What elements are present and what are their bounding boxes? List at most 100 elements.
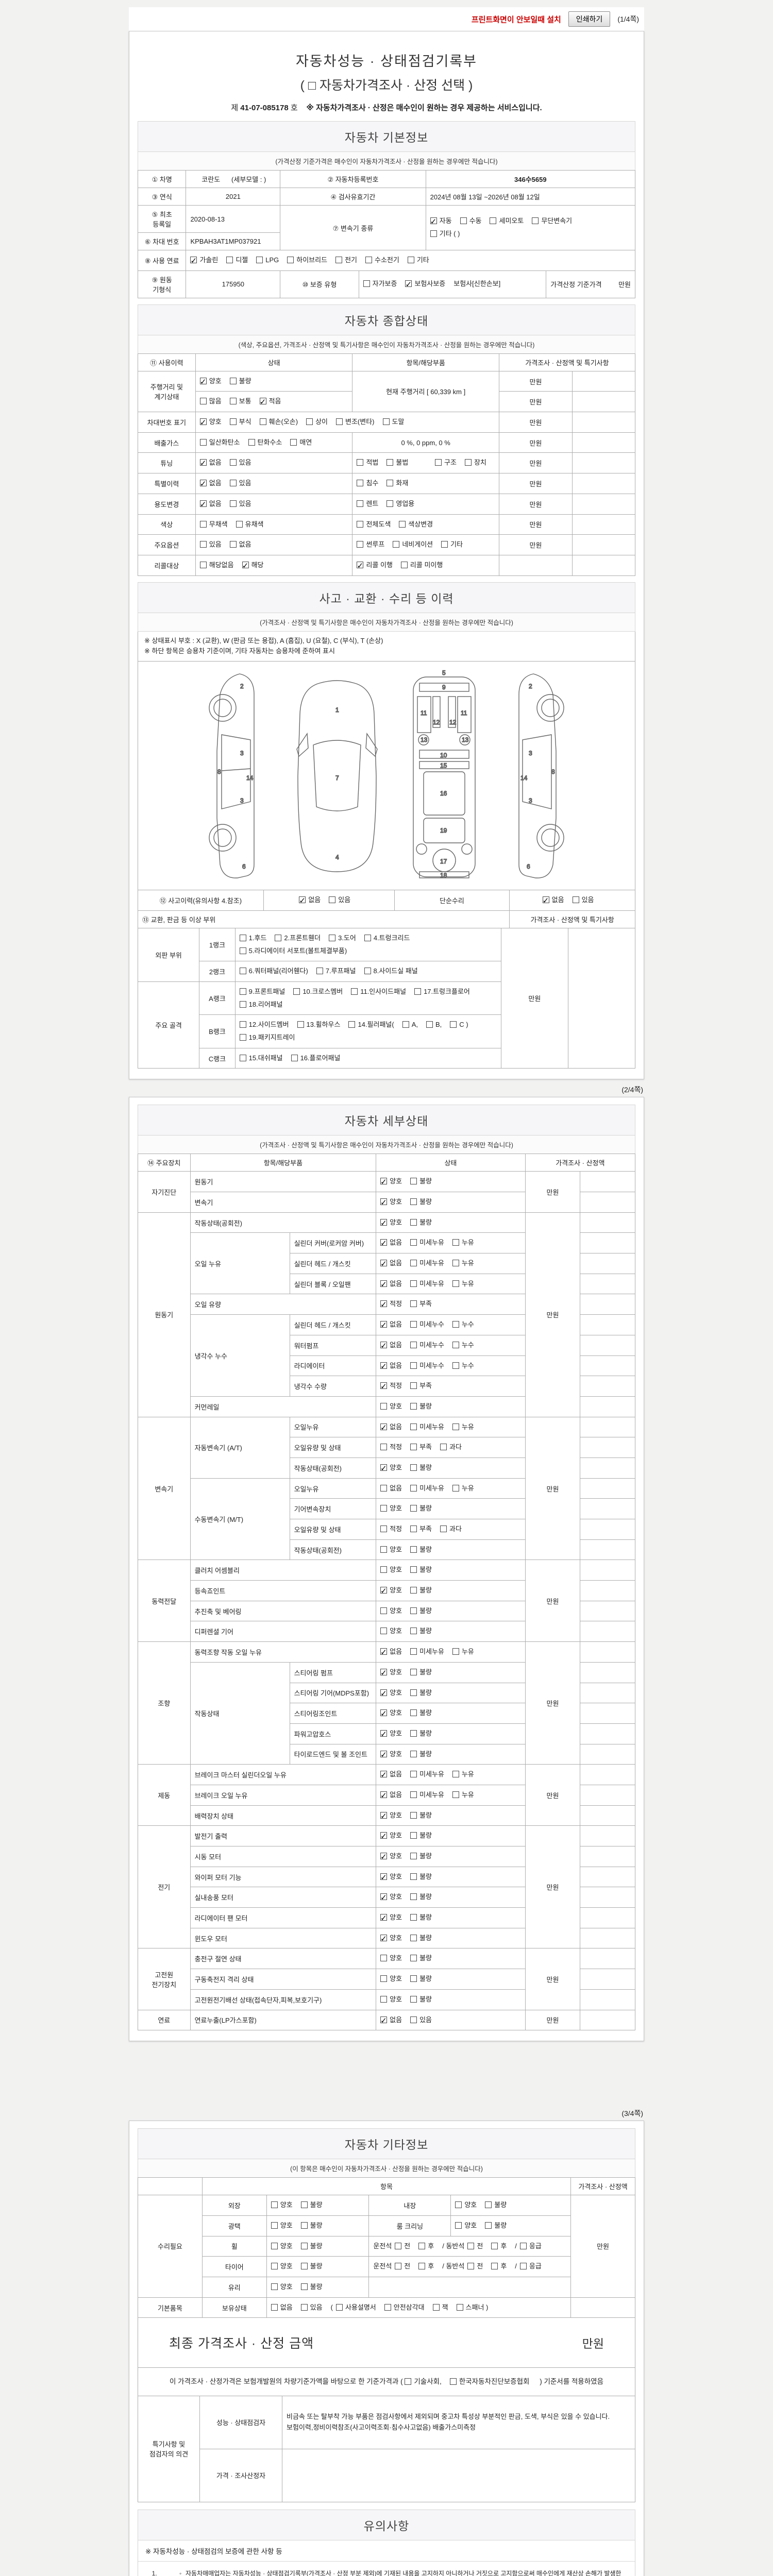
unchecked-checkbox-icon[interactable] [226,257,233,263]
checkbox-option[interactable]: 미세누유 [410,1278,444,1291]
checkbox-option[interactable]: 전기 [335,254,357,267]
unchecked-checkbox-icon[interactable] [519,2263,527,2270]
unchecked-checkbox-icon[interactable] [229,398,237,405]
checkbox-option[interactable]: 양호 [199,375,222,389]
checkbox-option[interactable]: 불량 [410,1687,432,1700]
checkbox-option[interactable]: 불량 [410,1175,432,1188]
unchecked-checkbox-icon[interactable] [364,934,371,941]
unchecked-checkbox-icon[interactable] [363,280,370,287]
unchecked-checkbox-icon[interactable] [410,1402,417,1410]
unchecked-checkbox-icon[interactable] [491,2242,498,2249]
checkbox-option[interactable]: 해당 [242,559,264,573]
checkbox-option[interactable]: 불량 [410,1564,432,1577]
checkbox-option[interactable]: 네비게이션 [393,538,433,551]
checked-checkbox-icon[interactable] [380,1850,388,1865]
checkbox-option[interactable]: 양호 [380,1850,402,1865]
checkbox-option[interactable]: 양호 [380,1973,402,1986]
checkbox-option[interactable]: 있음 [199,538,222,551]
unchecked-checkbox-icon[interactable] [405,2378,412,2385]
checkbox-option[interactable]: 불량 [410,1727,432,1740]
checkbox-option[interactable]: 디젤 [226,254,248,267]
checkbox-option[interactable]: 양호 [271,2219,293,2232]
checkbox-option[interactable]: 불량 [410,1829,432,1842]
checkbox-option[interactable]: 불량 [410,1605,432,1618]
checkbox-option[interactable]: 불량 [410,1973,432,1986]
unchecked-checkbox-icon[interactable] [271,2222,278,2229]
unchecked-checkbox-icon[interactable] [410,1341,417,1348]
checkbox-option[interactable]: 있음 [229,498,251,511]
checkbox-option[interactable]: 19.패키지트레이 [239,1031,295,1044]
checkbox-option[interactable]: C ) [450,1019,468,1031]
checkbox-option[interactable]: 불량 [410,1911,432,1924]
checkbox-option[interactable]: 부족 [410,1523,432,1536]
unchecked-checkbox-icon[interactable] [410,1832,417,1839]
checkbox-option[interactable]: 전 [395,2240,410,2253]
unchecked-checkbox-icon[interactable] [291,1054,298,1061]
checkbox-option[interactable]: 가솔린 [190,254,218,269]
checkbox-option[interactable]: B, [426,1019,442,1031]
unchecked-checkbox-icon[interactable] [239,947,246,954]
unchecked-checkbox-icon[interactable] [467,2263,475,2270]
checkbox-option[interactable]: 미세누유 [410,1646,444,1658]
unchecked-checkbox-icon[interactable] [402,1021,409,1028]
checkbox-option[interactable]: 미세누유 [410,1236,444,1249]
checked-checkbox-icon[interactable] [380,1278,388,1292]
unchecked-checkbox-icon[interactable] [440,1444,447,1451]
checkbox-option[interactable]: 없음 [199,498,222,512]
checked-checkbox-icon[interactable] [380,1666,388,1681]
checkbox-option[interactable]: 구조 [435,456,457,469]
unchecked-checkbox-icon[interactable] [410,1791,417,1798]
unchecked-checkbox-icon[interactable] [410,1730,417,1737]
checkbox-option[interactable]: 없음 [380,1646,402,1660]
checkbox-option[interactable]: 적법 [357,456,378,469]
unchecked-checkbox-icon[interactable] [229,480,237,487]
checkbox-option[interactable]: 전체도색 [357,518,391,531]
checkbox-option[interactable]: 있음 [229,477,251,490]
unchecked-checkbox-icon[interactable] [410,1444,417,1451]
unchecked-checkbox-icon[interactable] [357,500,364,507]
checked-checkbox-icon[interactable] [259,395,266,410]
checkbox-option[interactable]: 14.필러패널( [348,1019,394,1031]
unchecked-checkbox-icon[interactable] [452,1648,459,1655]
checkbox-option[interactable]: 불량 [485,2219,507,2232]
unchecked-checkbox-icon[interactable] [239,1001,246,1008]
checkbox-option[interactable]: 불량 [410,1666,432,1679]
checkbox-option[interactable]: 양호 [271,2240,293,2253]
checkbox-option[interactable]: A, [402,1019,418,1031]
unchecked-checkbox-icon[interactable] [410,1873,417,1880]
checked-checkbox-icon[interactable] [380,1748,388,1762]
unchecked-checkbox-icon[interactable] [467,2242,475,2249]
checkbox-option[interactable]: 불량 [410,1584,432,1597]
checked-checkbox-icon[interactable] [380,1768,388,1783]
unchecked-checkbox-icon[interactable] [410,1995,417,2003]
unchecked-checkbox-icon[interactable] [410,1239,417,1246]
unchecked-checkbox-icon[interactable] [271,2201,278,2209]
unchecked-checkbox-icon[interactable] [410,1423,417,1430]
checkbox-option[interactable]: 양호 [380,1727,402,1742]
checkbox-option[interactable]: 없음 [380,1360,402,1374]
checkbox-option[interactable]: 미세누유 [410,1482,444,1495]
unchecked-checkbox-icon[interactable] [399,520,406,528]
unchecked-checkbox-icon[interactable] [380,1402,388,1410]
checkbox-option[interactable]: 없음 [380,1482,402,1495]
checkbox-option[interactable]: 양호 [380,1687,402,1701]
checkbox-option[interactable]: 불량 [300,2240,323,2253]
unchecked-checkbox-icon[interactable] [259,418,266,426]
unchecked-checkbox-icon[interactable] [410,1607,417,1614]
checked-checkbox-icon[interactable] [380,1236,388,1251]
checked-checkbox-icon[interactable] [430,215,437,230]
unchecked-checkbox-icon[interactable] [229,459,237,466]
unchecked-checkbox-icon[interactable] [300,2283,308,2290]
checkbox-option[interactable]: 변조(변타) [336,416,375,429]
unchecked-checkbox-icon[interactable] [357,520,364,528]
checkbox-option[interactable]: 6.쿼터패널(리어휀다) [239,965,308,978]
checkbox-option[interactable]: 양호 [380,1911,402,1926]
checkbox-option[interactable]: 상이 [306,416,328,429]
checkbox-option[interactable]: 양호 [380,1952,402,1965]
unchecked-checkbox-icon[interactable] [410,1526,417,1533]
unchecked-checkbox-icon[interactable] [256,257,263,263]
unchecked-checkbox-icon[interactable] [400,561,408,568]
checkbox-option[interactable]: 보험사보증 [405,278,445,293]
checkbox-option[interactable]: 9.프론트패널 [239,986,285,998]
checked-checkbox-icon[interactable] [380,1318,388,1333]
